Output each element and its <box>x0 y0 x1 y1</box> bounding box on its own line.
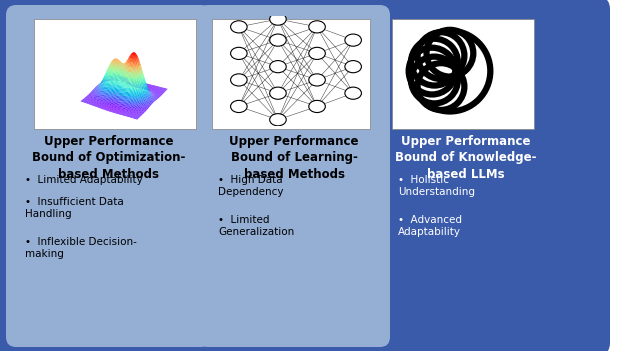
Circle shape <box>345 61 362 73</box>
Text: •  Limited Adaptability: • Limited Adaptability <box>25 175 143 185</box>
Circle shape <box>230 74 247 86</box>
FancyBboxPatch shape <box>0 0 610 351</box>
Text: •  Inflexible Decision-
making: • Inflexible Decision- making <box>25 237 137 259</box>
Circle shape <box>269 87 286 99</box>
Text: •  Holistic
Understanding: • Holistic Understanding <box>398 175 475 197</box>
Circle shape <box>269 61 286 73</box>
Circle shape <box>230 100 247 113</box>
Text: •  Insufficient Data
Handling: • Insufficient Data Handling <box>25 197 124 219</box>
Text: •  High Data
Dependency: • High Data Dependency <box>218 175 284 197</box>
Circle shape <box>269 34 286 46</box>
Circle shape <box>308 47 325 59</box>
Text: Upper Performance
Bound of Knowledge-
based LLMs: Upper Performance Bound of Knowledge- ba… <box>396 135 537 181</box>
Text: •  Advanced
Adaptability: • Advanced Adaptability <box>398 215 462 237</box>
Text: Upper Performance
Bound of Learning-
based Methods: Upper Performance Bound of Learning- bas… <box>229 135 359 181</box>
FancyBboxPatch shape <box>392 19 534 129</box>
Text: Upper Performance
Bound of Optimization-
based Methods: Upper Performance Bound of Optimization-… <box>32 135 186 181</box>
Circle shape <box>230 47 247 59</box>
Circle shape <box>308 100 325 113</box>
Text: •  Limited
Generalization: • Limited Generalization <box>218 215 294 237</box>
FancyBboxPatch shape <box>6 5 211 347</box>
Circle shape <box>345 34 362 46</box>
Circle shape <box>230 21 247 33</box>
Circle shape <box>269 13 286 25</box>
FancyBboxPatch shape <box>34 19 196 129</box>
FancyBboxPatch shape <box>198 5 390 347</box>
Circle shape <box>345 87 362 99</box>
Circle shape <box>308 21 325 33</box>
Circle shape <box>308 74 325 86</box>
FancyBboxPatch shape <box>212 19 370 129</box>
Circle shape <box>269 114 286 126</box>
